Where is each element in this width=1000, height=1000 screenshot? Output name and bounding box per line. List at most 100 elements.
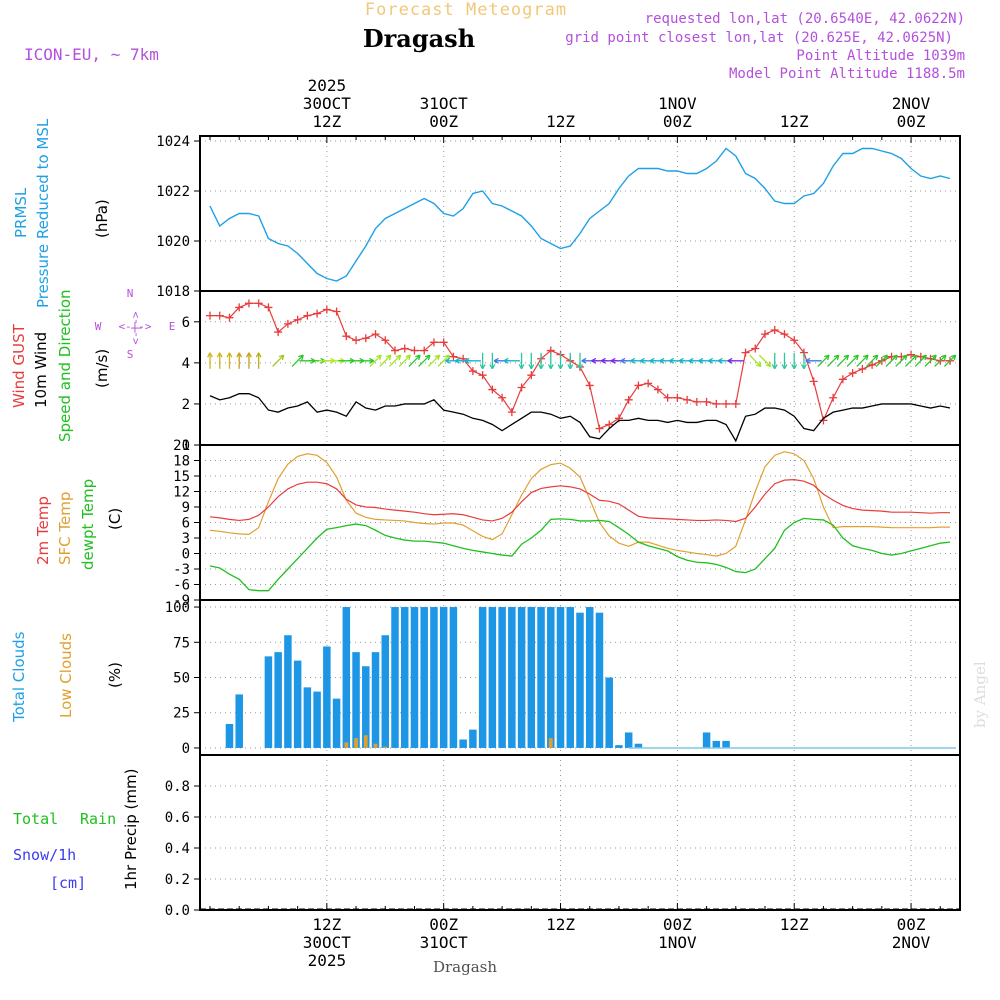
gust-marker <box>244 299 253 308</box>
gust-marker <box>673 393 682 402</box>
dewpt-line <box>209 517 951 592</box>
wind-arrow-head <box>538 364 545 370</box>
wind-direction-arrow <box>836 354 850 367</box>
y-tick-label: 0.2 <box>165 872 190 888</box>
gust-marker <box>225 313 234 322</box>
wind-arrow-shaft <box>895 354 908 367</box>
wind-arrow-head <box>236 352 243 358</box>
wind-arrow-shaft <box>934 354 947 367</box>
wind-direction-arrow <box>418 354 431 367</box>
compass-vertical-arrows: <-|-> <box>129 311 142 344</box>
y-tick-label: 0.0 <box>165 903 190 919</box>
gust-marker <box>809 377 818 386</box>
y-tick-label: 21 <box>173 438 190 454</box>
gust-marker <box>391 346 399 355</box>
wind-direction-arrow <box>934 354 947 367</box>
total-cloud-bar <box>585 607 594 748</box>
product-title: Forecast Meteogram <box>365 0 567 20</box>
total-cloud-bar <box>303 687 312 748</box>
wind-arrow-shaft <box>398 354 411 367</box>
wind-arrow-head <box>454 357 460 364</box>
wind-direction-arrow <box>427 354 441 367</box>
gust-marker <box>527 371 536 380</box>
compass-horizontal-arrows: <-|-> <box>118 320 151 333</box>
wind-direction-arrow <box>379 354 392 367</box>
y-tick-label: 0.8 <box>165 779 190 795</box>
total-cloud-bar <box>323 646 331 748</box>
wind-arrow-head <box>862 354 869 361</box>
wind-direction-arrow <box>749 354 762 368</box>
wind-arrow-head <box>892 354 898 361</box>
wind-arrow-shaft <box>836 354 849 367</box>
wind-arrow-head <box>853 354 859 361</box>
wind-arrow-head <box>591 357 597 364</box>
wind-direction-arrow <box>236 352 243 369</box>
compass-south: S <box>127 348 134 361</box>
gust-marker <box>254 299 263 308</box>
wind-direction-arrow <box>479 352 486 370</box>
gust-marker <box>313 309 322 318</box>
wind-direction-arrow <box>528 352 535 370</box>
wind-arrow-head <box>600 357 606 364</box>
total-cloud-bar <box>362 666 370 748</box>
wind-arrow-shaft <box>418 354 431 367</box>
wind-arrow-shaft <box>749 354 762 367</box>
wind-arrow-head <box>688 357 694 364</box>
time-label-top: 31OCT <box>420 94 469 113</box>
time-label-bottom: 31OCT <box>420 933 469 952</box>
time-label-bottom: 30OCT <box>303 933 352 952</box>
low-cloud-bar <box>354 738 358 748</box>
wind-arrow-head <box>781 364 788 370</box>
wind-arrow-head <box>581 357 587 364</box>
wind-arrow-head <box>843 354 850 361</box>
gust-marker <box>420 346 429 355</box>
wind-direction-arrow <box>557 352 564 370</box>
wind-direction-arrow <box>547 352 554 370</box>
gust-marker <box>488 385 497 394</box>
temp-legend: 2m Temp SFC Temp dewpt Temp (C) <box>34 479 124 570</box>
y-tick-label: 2 <box>182 397 190 413</box>
rain-label: Rain <box>80 810 116 828</box>
wind-arrow-head <box>717 357 723 364</box>
total-cloud-bar <box>439 607 448 748</box>
prmsl-unit: (hPa) <box>93 199 111 238</box>
wind-arrow-head <box>547 364 554 370</box>
gust-marker <box>517 383 526 392</box>
snow-unit: [cm] <box>50 874 86 892</box>
wind-arrow-head <box>567 364 574 370</box>
wind-direction-arrow <box>895 354 908 367</box>
total-cloud-bar <box>391 607 399 748</box>
total-cloud-bar <box>595 612 604 748</box>
y-tick-label: 0.4 <box>165 841 190 857</box>
prmsl-legend: PRMSL Pressure Reduced to MSL (hPa) <box>12 118 111 308</box>
wind-arrow-head <box>698 357 704 364</box>
total-cloud-bar <box>420 607 428 748</box>
gust-marker <box>624 395 633 404</box>
wind-arrow-head <box>395 354 402 361</box>
wind-arrow-head <box>824 354 830 361</box>
clouds-unit: (%) <box>106 662 124 688</box>
time-label-bottom: 12Z <box>312 915 341 934</box>
clouds-panel: 0 25 50 75 100 <box>165 600 960 757</box>
gust-marker <box>848 369 857 378</box>
time-label-top: 00Z <box>429 112 458 131</box>
wind-direction-arrow <box>518 352 525 370</box>
wind-arrow-head <box>708 357 714 364</box>
y-tick-label: 1024 <box>156 134 190 150</box>
y-tick-label: -6 <box>173 578 190 594</box>
low-clouds-label: Low Clouds <box>57 633 75 718</box>
gust-marker <box>478 371 487 380</box>
wind-arrow-head <box>245 352 252 358</box>
wind-direction-arrow <box>805 357 822 364</box>
wind-arrow-head <box>669 357 675 364</box>
wind-arrow-shaft <box>369 354 382 367</box>
wind-arrow-head <box>207 352 213 358</box>
wind-arrow-shaft <box>914 354 927 367</box>
y-tick-label: 18 <box>173 454 190 470</box>
wind-arrow-shaft <box>758 354 772 367</box>
total-cloud-bar <box>547 607 555 748</box>
wind-arrow-head <box>771 364 778 370</box>
gust-marker <box>507 408 516 417</box>
wind-direction-arrow <box>904 354 918 367</box>
total-cloud-bar <box>624 732 633 748</box>
